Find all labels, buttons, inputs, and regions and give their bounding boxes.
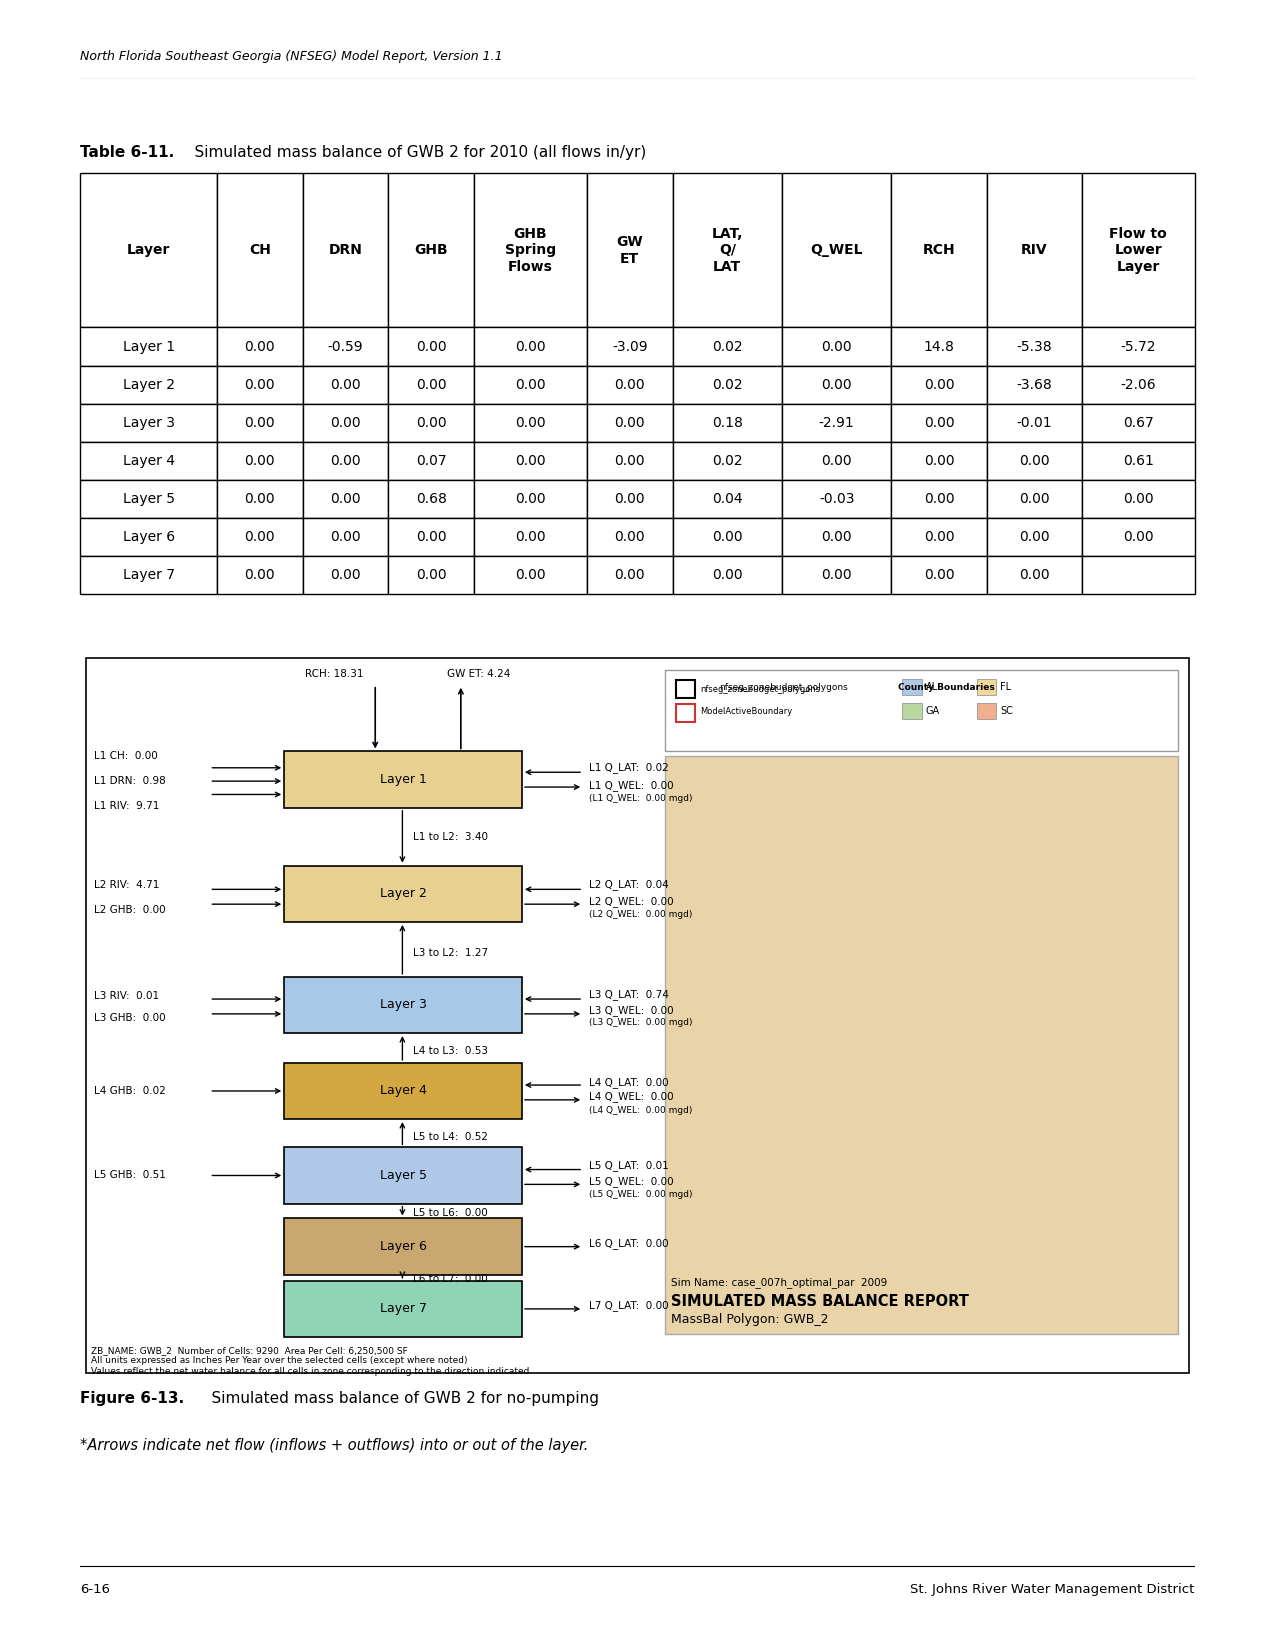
Text: L1 DRN:  0.98: L1 DRN: 0.98 [94,776,166,786]
Text: North Florida Southeast Georgia (NFSEG) Model Report, Version 1.1: North Florida Southeast Georgia (NFSEG) … [80,50,502,63]
Text: nfseg_zonebudget_polygons: nfseg_zonebudget_polygons [700,685,820,693]
Text: Simulated mass balance of GWB 2 for no-pumping: Simulated mass balance of GWB 2 for no-p… [191,1392,599,1407]
Bar [284,1218,521,1275]
Text: L2 Q_LAT:  0.04: L2 Q_LAT: 0.04 [589,880,668,890]
Text: L1 Q_LAT:  0.02: L1 Q_LAT: 0.02 [589,763,668,773]
Text: All units expressed as Inches Per Year over the selected cells (except where not: All units expressed as Inches Per Year o… [92,1355,468,1365]
Text: Layer 6: Layer 6 [380,1240,427,1253]
Text: (L1 Q_WEL:  0.00 mgd): (L1 Q_WEL: 0.00 mgd) [589,794,692,804]
Bar [284,977,521,1034]
Text: L7 Q_LAT:  0.00: L7 Q_LAT: 0.00 [589,1301,668,1311]
Bar [977,703,996,718]
Text: Layer 2: Layer 2 [380,887,427,900]
Text: L5 Q_WEL:  0.00: L5 Q_WEL: 0.00 [589,1176,673,1187]
Text: MassBal Polygon: GWB_2: MassBal Polygon: GWB_2 [672,1313,829,1326]
Text: SC: SC [1001,705,1014,715]
Text: Table 6-11.: Table 6-11. [80,145,175,160]
Text: L3 to L2:  1.27: L3 to L2: 1.27 [413,948,488,958]
Bar [284,1063,521,1119]
Text: 6-16: 6-16 [80,1583,111,1597]
Text: L5 to L4:  0.52: L5 to L4: 0.52 [413,1133,488,1142]
Text: FL: FL [1001,682,1011,692]
Bar [664,756,1178,1334]
Text: ZB_NAME: GWB_2  Number of Cells: 9290  Area Per Cell: 6,250,500 SF: ZB_NAME: GWB_2 Number of Cells: 9290 Are… [92,1346,408,1355]
Text: (L5 Q_WEL:  0.00 mgd): (L5 Q_WEL: 0.00 mgd) [589,1190,692,1199]
Bar [676,680,695,698]
Bar [903,679,922,695]
Text: L6 to L7:  0.00: L6 to L7: 0.00 [413,1275,488,1284]
Text: L5 GHB:  0.51: L5 GHB: 0.51 [94,1171,166,1180]
Bar [284,865,521,921]
Text: RCH: 18.31: RCH: 18.31 [305,669,363,679]
Text: L1 CH:  0.00: L1 CH: 0.00 [94,751,158,761]
Bar [903,703,922,718]
Text: L4 Q_LAT:  0.00: L4 Q_LAT: 0.00 [589,1076,668,1088]
Bar [664,670,1178,751]
Text: L1 RIV:  9.71: L1 RIV: 9.71 [94,801,159,811]
Text: L3 Q_LAT:  0.74: L3 Q_LAT: 0.74 [589,989,668,1001]
Text: L1 Q_WEL:  0.00: L1 Q_WEL: 0.00 [589,781,673,791]
Text: Layer 4: Layer 4 [380,1085,427,1098]
Text: County Boundaries: County Boundaries [899,684,996,692]
Bar [284,1281,521,1337]
Text: (L2 Q_WEL:  0.00 mgd): (L2 Q_WEL: 0.00 mgd) [589,910,692,920]
Bar [676,703,695,721]
Bar [977,679,996,695]
Text: GW ET: 4.24: GW ET: 4.24 [448,669,510,679]
Text: Sim Name: case_007h_optimal_par  2009: Sim Name: case_007h_optimal_par 2009 [672,1276,887,1288]
Text: L1 to L2:  3.40: L1 to L2: 3.40 [413,832,488,842]
Text: nfseg_zonebudget_polygons: nfseg_zonebudget_polygons [719,684,848,692]
Text: GA: GA [926,705,940,715]
Text: Layer 7: Layer 7 [380,1303,427,1316]
Text: Figure 6-13.: Figure 6-13. [80,1392,185,1407]
Text: (L3 Q_WEL:  0.00 mgd): (L3 Q_WEL: 0.00 mgd) [589,1019,692,1027]
Text: L2 Q_WEL:  0.00: L2 Q_WEL: 0.00 [589,896,673,906]
Text: L4 to L3:  0.53: L4 to L3: 0.53 [413,1047,488,1057]
Text: Values reflect the net water balance for all cells in zone corresponding to the : Values reflect the net water balance for… [92,1367,529,1375]
Text: L2 GHB:  0.00: L2 GHB: 0.00 [94,905,166,915]
Text: St. Johns River Water Management District: St. Johns River Water Management Distric… [910,1583,1195,1597]
Text: L3 Q_WEL:  0.00: L3 Q_WEL: 0.00 [589,1005,673,1017]
Text: Layer 5: Layer 5 [380,1169,427,1182]
Text: L5 Q_LAT:  0.01: L5 Q_LAT: 0.01 [589,1159,668,1171]
Bar [284,1147,521,1204]
Text: AL: AL [926,682,937,692]
Text: Simulated mass balance of GWB 2 for 2010 (all flows in/yr): Simulated mass balance of GWB 2 for 2010… [175,145,646,160]
Text: L4 Q_WEL:  0.00: L4 Q_WEL: 0.00 [589,1091,673,1103]
Text: SIMULATED MASS BALANCE REPORT: SIMULATED MASS BALANCE REPORT [672,1294,969,1309]
Text: ModelActiveBoundary: ModelActiveBoundary [700,707,792,717]
Text: L2 RIV:  4.71: L2 RIV: 4.71 [94,880,159,890]
Bar [284,751,521,807]
Text: L6 Q_LAT:  0.00: L6 Q_LAT: 0.00 [589,1238,668,1250]
Text: (L4 Q_WEL:  0.00 mgd): (L4 Q_WEL: 0.00 mgd) [589,1106,692,1114]
Text: L3 GHB:  0.00: L3 GHB: 0.00 [94,1014,166,1024]
Text: Layer 1: Layer 1 [380,773,427,786]
Text: Layer 3: Layer 3 [380,999,427,1012]
Text: L3 RIV:  0.01: L3 RIV: 0.01 [94,991,159,1001]
Text: L4 GHB:  0.02: L4 GHB: 0.02 [94,1086,166,1096]
Text: *Arrows indicate net flow (inflows + outflows) into or out of the layer.: *Arrows indicate net flow (inflows + out… [80,1438,589,1453]
Text: L5 to L6:  0.00: L5 to L6: 0.00 [413,1207,488,1217]
